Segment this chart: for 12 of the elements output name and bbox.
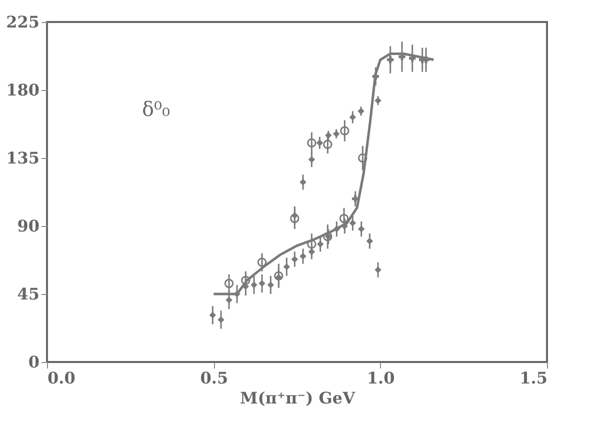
y-tick-label: 135: [6, 148, 40, 168]
y-tick-label: 90: [17, 216, 40, 236]
x-axis-title: M(π⁺π⁻) GeV: [240, 388, 356, 408]
x-tick-label: 0.0: [48, 368, 76, 388]
y-tick-label: 0: [28, 352, 40, 372]
y-tick-label: 180: [6, 80, 40, 100]
y-tick-label: 225: [6, 12, 40, 32]
x-tick-label: 1.5: [520, 368, 548, 388]
x-tick-label: 1.0: [366, 368, 395, 388]
y-tick-label: 45: [17, 284, 40, 304]
annotation: δ⁰₀: [142, 97, 170, 121]
x-tick-label: 0.5: [200, 368, 228, 388]
